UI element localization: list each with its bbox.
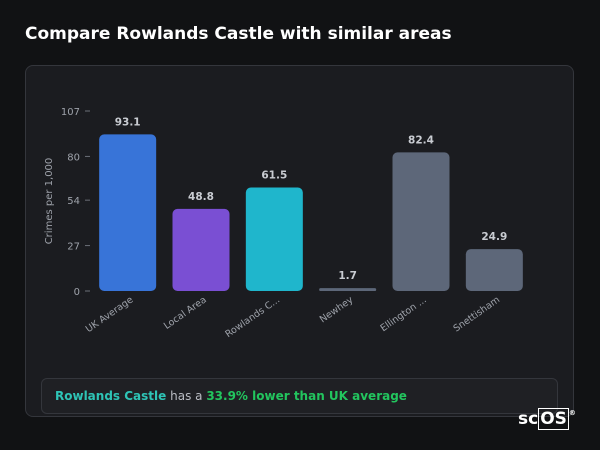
- x-tick-label: Local Area: [162, 294, 209, 331]
- bar: [172, 208, 230, 291]
- bar: [245, 187, 303, 291]
- y-tick-label: 80: [67, 152, 80, 163]
- y-tick-label: 0: [74, 287, 80, 298]
- x-tick-label: Rowlands C...: [223, 294, 282, 340]
- y-tick-label: 107: [61, 107, 80, 118]
- y-axis-label: Crimes per 1,000: [44, 158, 55, 245]
- x-tick-label: Newhey: [318, 294, 356, 325]
- value-label: 61.5: [261, 170, 287, 182]
- bar: [392, 152, 450, 291]
- value-label: 1.7: [338, 270, 357, 282]
- y-tick-label: 54: [67, 196, 80, 207]
- y-tick-label: 27: [67, 242, 80, 253]
- bar: [99, 134, 157, 291]
- summary-connector: has a: [170, 389, 203, 403]
- logo-mark: ®: [568, 409, 576, 417]
- value-label: 82.4: [408, 134, 434, 146]
- summary-area: Rowlands Castle: [55, 389, 167, 403]
- bar: [319, 288, 377, 291]
- summary-box: Rowlands Castle has a 33.9% lower than U…: [41, 378, 558, 414]
- logo-prefix: sc: [518, 409, 539, 429]
- summary-comparison: 33.9% lower than UK average: [206, 389, 407, 403]
- bar: [465, 249, 523, 291]
- value-label: 48.8: [188, 191, 214, 203]
- logo-boxed: OS: [538, 408, 569, 430]
- logo: sc OS ®: [518, 408, 576, 430]
- x-tick-label: UK Average: [84, 294, 136, 335]
- value-label: 24.9: [481, 231, 507, 243]
- value-label: 93.1: [115, 116, 141, 128]
- page-title: Compare Rowlands Castle with similar are…: [25, 24, 452, 44]
- x-tick-label: Snettisham: [451, 294, 502, 334]
- x-tick-label: Ellington ...: [378, 294, 428, 334]
